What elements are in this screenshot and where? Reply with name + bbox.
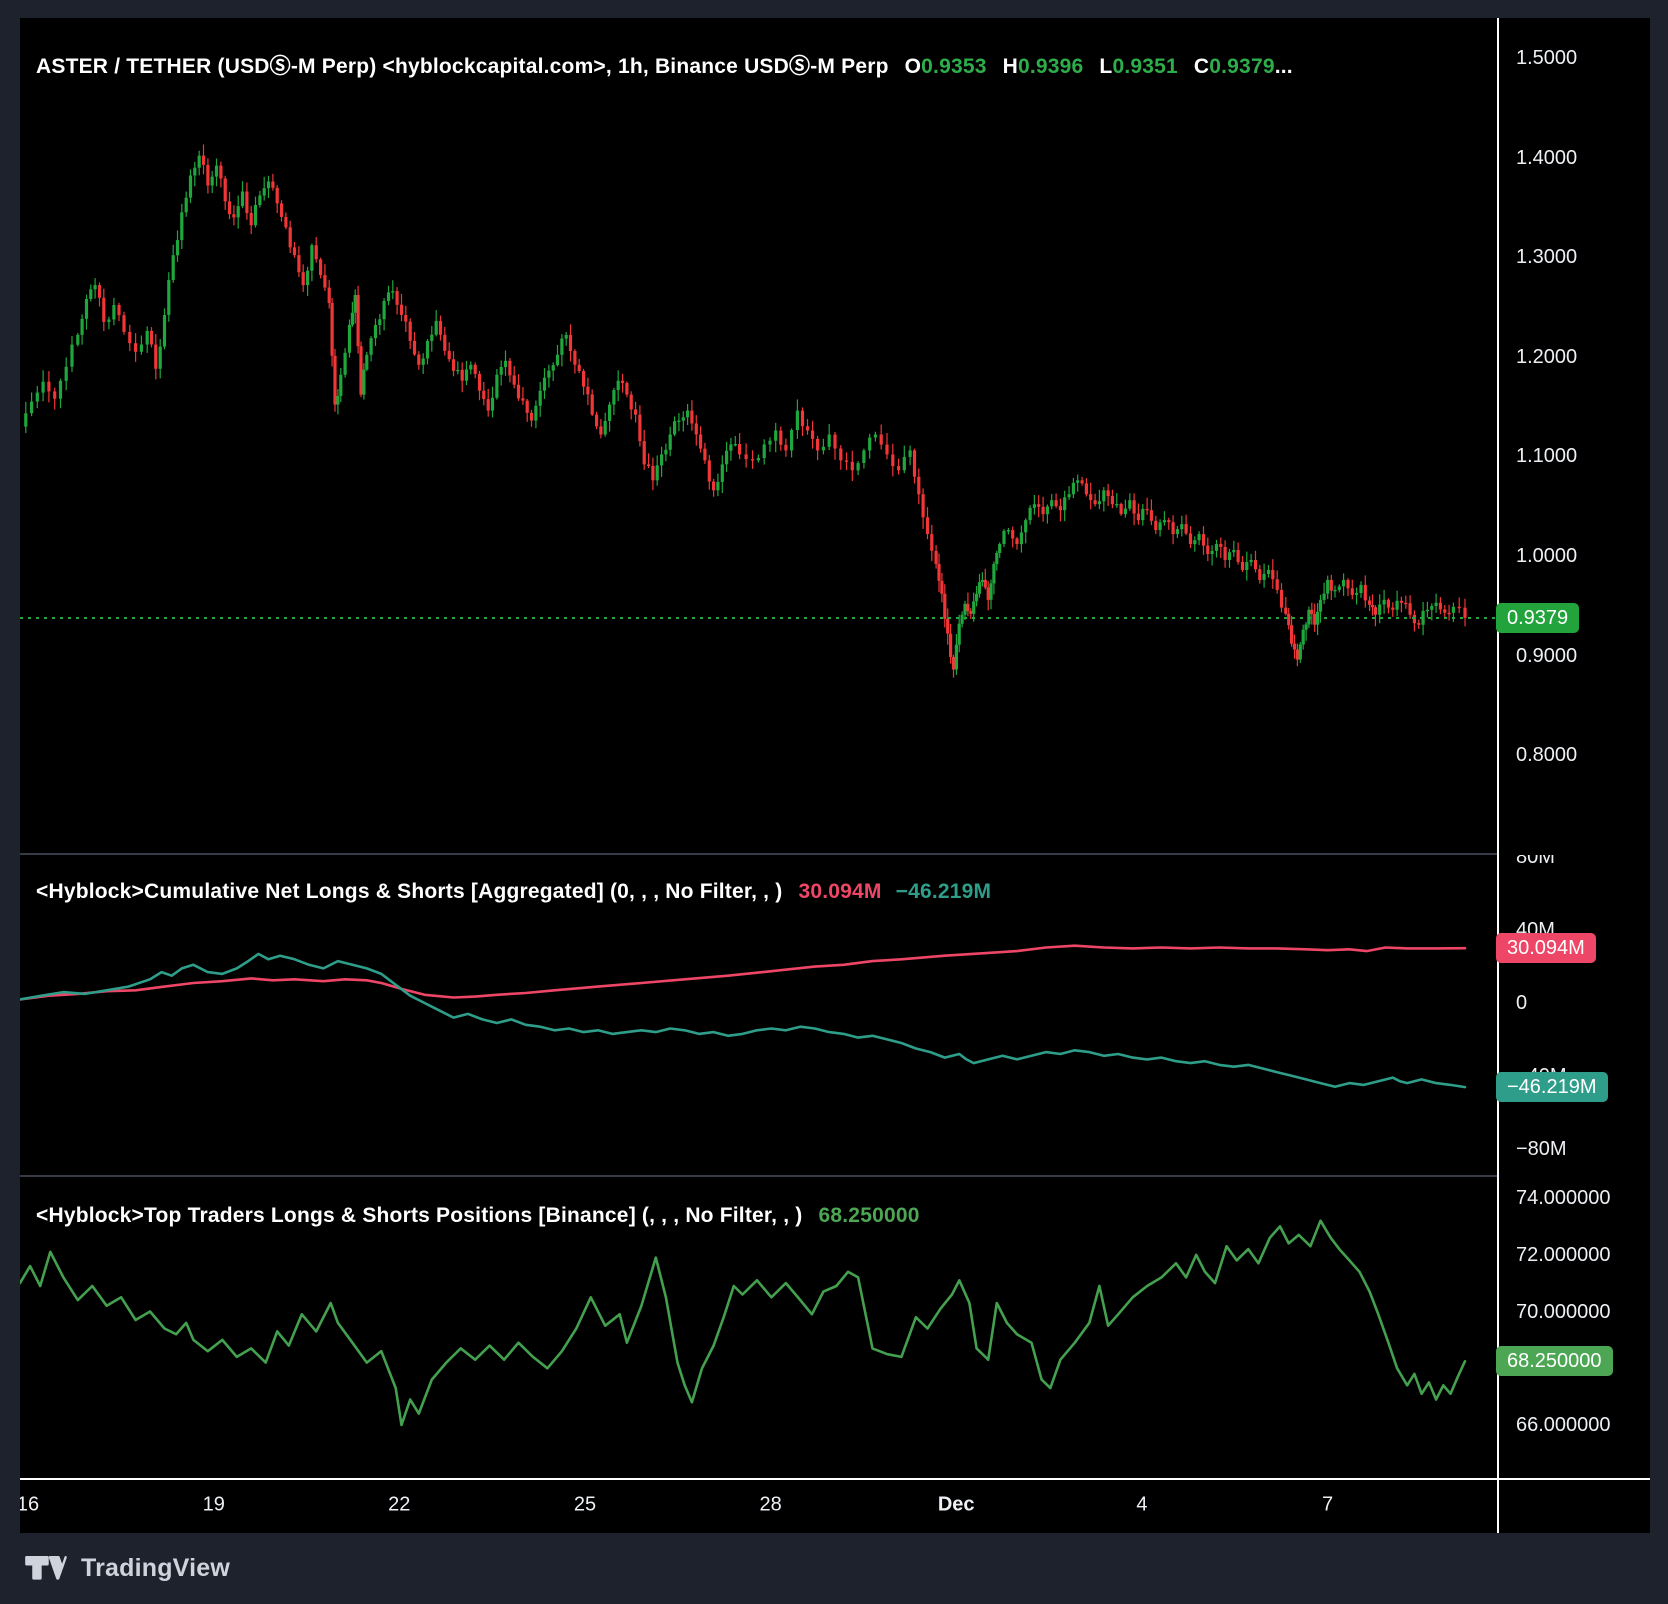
axis-tick-label: 1.3000 [1516,246,1578,269]
axis-tick-label: 1.0000 [1516,545,1578,567]
axis-tick-label: 70.000000 [1516,1300,1611,1323]
low-value: 0.9351 [1112,55,1178,78]
close-label: C [1193,55,1210,78]
net-longs-badge: 30.094M [1496,933,1596,964]
open-label: O [904,55,922,78]
bottom-bar: TradingView [0,1533,1668,1604]
top-traders-value: 68.250000 [818,1204,920,1227]
tradingview-logo[interactable]: TradingView [24,1533,230,1604]
time-axis-label: 16 [16,1493,40,1516]
left-frame [0,0,20,1604]
net-shorts-badge: −46.219M [1496,1072,1608,1103]
tradingview-logo-icon [25,1555,67,1580]
axis-tick-label: 0.8000 [1516,744,1578,767]
high-label: H [1002,55,1018,78]
top-traders-badge: 68.250000 [1496,1346,1613,1377]
low-label: L [1099,55,1113,78]
top-traders-legend[interactable]: <Hyblock>Top Traders Longs & Shorts Posi… [36,1204,920,1228]
high-value: 0.9396 [1017,55,1084,78]
time-axis-separator [20,1478,1650,1480]
time-axis-label: 7 [1322,1493,1334,1516]
legend-ellipsis: ... [1274,55,1293,78]
brand-name: TradingView [81,1554,231,1582]
last-price-dotted-line [20,617,1497,619]
axis-tick-label: 74.000000 [1516,1187,1611,1209]
axis-tick-label: 1.5000 [1516,47,1578,69]
last-price-badge: 0.9379 [1496,602,1580,633]
time-axis-label: 25 [573,1493,597,1516]
axis-tick-label: 1.1000 [1516,445,1578,468]
price-axis-separator [1497,18,1499,1533]
top-traders-title: <Hyblock>Top Traders Longs & Shorts Posi… [36,1204,803,1227]
axis-tick-label: 66.000000 [1516,1414,1611,1436]
open-value: 0.9353 [921,55,987,78]
right-frame [1650,0,1668,1533]
axis-tick-label: 0.9000 [1516,644,1578,667]
axis-tick-label: 40M [1516,919,1555,942]
axis-tick-label: −80M [1516,1137,1567,1160]
time-axis-label: Dec [937,1493,975,1516]
pane-divider-1[interactable] [20,853,1497,855]
cumulative-net-title: <Hyblock>Cumulative Net Longs & Shorts [… [36,880,783,903]
time-axis-label: 22 [388,1493,411,1516]
axis-tick-label: 1.4000 [1516,146,1578,169]
pane-divider-2[interactable] [20,1175,1497,1177]
time-axis-label: 28 [759,1493,782,1516]
axis-tick-label: 72.000000 [1516,1243,1611,1266]
net-longs-shorts-pane[interactable] [20,855,1497,1175]
chart-canvas[interactable]: ASTER / TETHER (USDⓈ-M Perp) <hyblockcap… [16,18,1650,1533]
symbol-title: ASTER / TETHER (USDⓈ-M Perp) <hyblockcap… [36,55,889,78]
symbol-legend[interactable]: ASTER / TETHER (USDⓈ-M Perp) <hyblockcap… [36,50,1293,80]
top-frame [0,0,1668,18]
price-pane[interactable] [20,18,1497,853]
time-axis-label: 19 [202,1493,225,1516]
axis-tick-label: 80M [1516,855,1555,869]
net-longs-value: 30.094M [798,880,882,903]
net-shorts-value: −46.219M [895,880,992,903]
time-axis-label: 4 [1136,1493,1148,1516]
axis-tick-label: −40M [1516,1064,1567,1087]
axis-tick-label: 0 [1516,992,1528,1014]
cumulative-net-legend[interactable]: <Hyblock>Cumulative Net Longs & Shorts [… [36,880,991,904]
top-traders-pane[interactable] [20,1177,1497,1478]
close-value: 0.9379 [1209,55,1275,78]
axis-tick-label: 1.2000 [1516,345,1578,368]
